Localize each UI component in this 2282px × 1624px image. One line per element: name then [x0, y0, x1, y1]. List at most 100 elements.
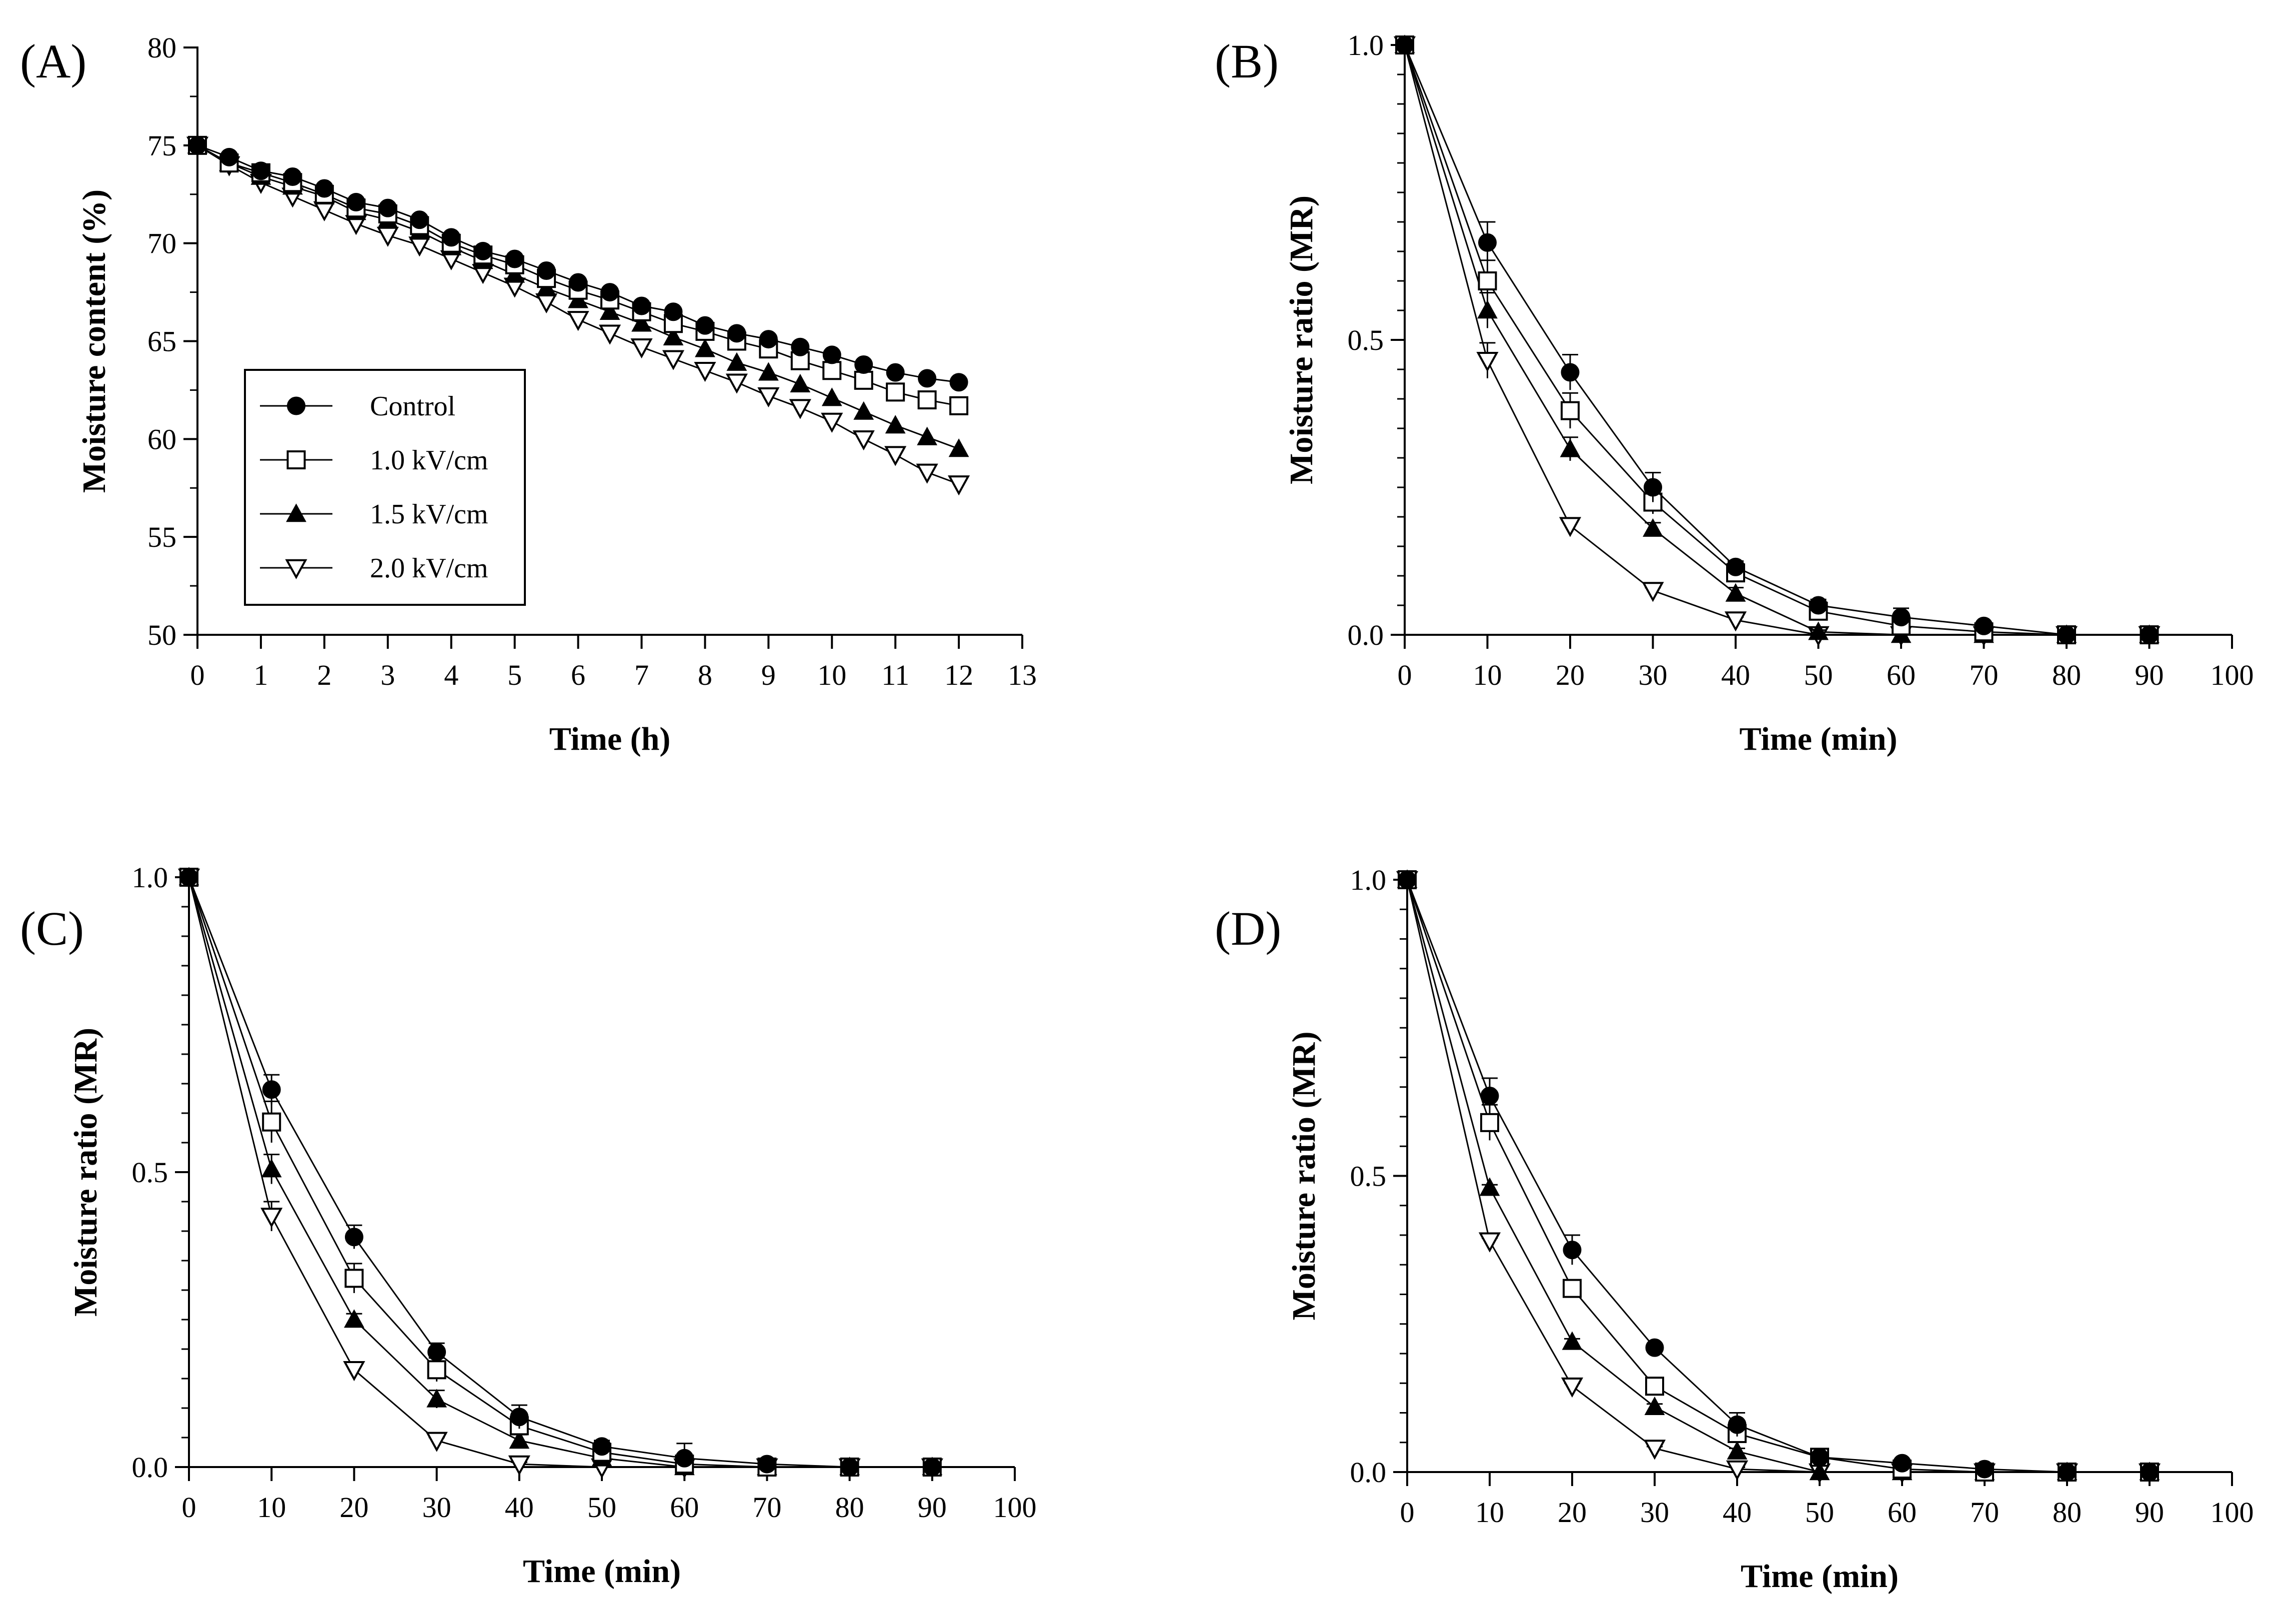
x-axis-label: Time (min): [1741, 1558, 1899, 1595]
x-tick-label: 20: [339, 1491, 368, 1524]
x-tick-label: 60: [670, 1491, 699, 1524]
series-control: [188, 136, 968, 392]
data-point: [917, 426, 938, 445]
legend-marker: [287, 396, 305, 415]
data-point: [1893, 1454, 1912, 1473]
data-point: [1480, 1087, 1499, 1106]
data-point: [1809, 1462, 1830, 1481]
y-tick-label: 0.5: [1348, 324, 1384, 356]
x-tick-label: 40: [505, 1491, 534, 1524]
x-tick-label: 3: [380, 659, 395, 691]
series-line: [1404, 44, 2150, 636]
legend-marker: [286, 450, 306, 469]
x-tick-label: 100: [993, 1491, 1037, 1524]
x-tick-label: 80: [2053, 1496, 2082, 1529]
y-tick-label: 0.0: [1348, 619, 1384, 651]
data-point: [947, 475, 970, 496]
data-point: [1725, 583, 1746, 602]
data-point: [821, 412, 843, 433]
series-1-5-kv-cm: [1397, 869, 2160, 1481]
data-point: [822, 361, 842, 380]
x-tick-label: 11: [881, 659, 909, 691]
x-tick-label: 90: [2135, 659, 2164, 691]
series-1-0-kv-cm: [179, 868, 942, 1477]
data-point: [537, 261, 556, 280]
panel-label: (A): [20, 34, 86, 88]
x-tick-label: 1: [253, 659, 268, 691]
y-tick-label: 1.0: [1350, 864, 1387, 896]
data-point: [1645, 1338, 1664, 1357]
data-point: [694, 361, 716, 382]
data-point: [188, 136, 207, 155]
data-point: [663, 326, 684, 345]
data-point: [262, 1080, 281, 1099]
series-control: [179, 868, 942, 1477]
x-tick-label: 12: [944, 659, 973, 691]
data-point: [344, 1269, 364, 1288]
data-point: [508, 1455, 530, 1476]
data-point: [758, 362, 779, 381]
x-tick-label: 10: [1475, 1496, 1504, 1529]
data-point: [509, 1430, 530, 1449]
data-point: [1727, 1441, 1748, 1460]
x-tick-label: 50: [1804, 659, 1833, 691]
series-line: [197, 144, 959, 383]
series-2-0-kv-cm: [186, 136, 970, 496]
x-tick-label: 5: [507, 659, 522, 691]
x-tick-label: 0: [1400, 1496, 1415, 1529]
data-point: [1478, 271, 1497, 290]
data-point: [2057, 625, 2076, 644]
data-point: [510, 1408, 529, 1427]
series-2-0-kv-cm: [177, 868, 943, 1479]
data-point: [378, 198, 397, 217]
panel-label: (C): [20, 902, 84, 955]
data-point: [505, 249, 524, 268]
data-point: [630, 338, 653, 359]
y-tick-label: 65: [147, 325, 176, 358]
data-point: [854, 370, 873, 390]
legend-label: 1.0 kV/cm: [370, 445, 488, 476]
data-point: [426, 1389, 447, 1408]
data-point: [1560, 438, 1581, 457]
data-point: [757, 387, 780, 408]
data-point: [1975, 616, 1993, 635]
panel-c: 0 10 20 30 40 50 60 70 80 90 100 0.0 0.5 1.0 Time (min…: [20, 861, 1037, 1590]
data-point: [853, 401, 874, 420]
data-point: [2140, 625, 2159, 644]
series-control: [1395, 35, 2159, 644]
data-point: [662, 350, 685, 370]
series-1-0-kv-cm: [1395, 35, 2159, 644]
panel-label: (D): [1215, 902, 1281, 955]
data-point: [632, 296, 651, 315]
data-point: [598, 324, 621, 345]
x-tick-label: 10: [817, 659, 846, 691]
data-point: [592, 1437, 611, 1456]
legend-marker: [286, 503, 306, 522]
x-tick-label: 30: [422, 1491, 451, 1524]
legend-marker: [285, 559, 307, 579]
y-tick-label: 75: [147, 129, 176, 162]
y-axis-label: Moisture ratio (MR): [67, 1028, 104, 1317]
data-point: [694, 338, 715, 357]
x-tick-label: 30: [1640, 1496, 1669, 1529]
data-point: [315, 179, 334, 198]
data-point: [1645, 1377, 1664, 1396]
data-point: [2058, 1463, 2077, 1482]
data-point: [219, 147, 238, 166]
data-point: [1480, 1113, 1499, 1132]
data-point: [1642, 582, 1664, 602]
data-point: [535, 293, 558, 314]
data-point: [1479, 1177, 1500, 1196]
x-tick-label: 10: [1473, 659, 1502, 691]
x-tick-label: 100: [2211, 659, 2254, 691]
y-axis-label: Moisture ratio (MR): [1286, 1032, 1322, 1321]
data-point: [757, 1455, 776, 1474]
series-line: [188, 877, 932, 1468]
data-point: [1724, 611, 1747, 632]
y-tick-label: 0.0: [132, 1451, 168, 1484]
data-point: [1726, 1460, 1749, 1481]
data-point: [376, 226, 399, 247]
data-point: [1726, 557, 1745, 576]
x-axis-label: Time (min): [523, 1553, 681, 1590]
